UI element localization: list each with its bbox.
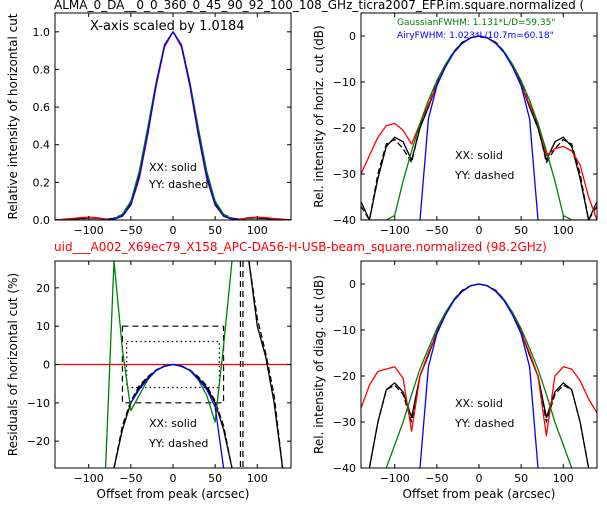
series-line-2 [361, 283, 597, 437]
series-line-0 [55, 31, 291, 220]
legend: GaussianFWHM: 1.131*L/D=59.35" AiryFWHM: … [397, 18, 555, 41]
x-tick-label: 50 [514, 472, 528, 485]
plot-area [361, 283, 597, 468]
series-line-3 [385, 283, 573, 468]
series-line-1 [55, 31, 291, 220]
x-tick-label: 100 [247, 472, 268, 485]
annotation: XX: solid [455, 149, 503, 162]
series-line-4 [419, 35, 539, 220]
y-tick-label: 0 [43, 359, 50, 372]
y-tick-label: 0 [349, 278, 356, 291]
series-line-1 [361, 35, 597, 220]
y-tick-label: −30 [333, 168, 356, 181]
x-tick-label: 0 [170, 224, 177, 237]
top-title: ALMA_0_DA__0_0_360_0_45_90_92_100_108_GH… [54, 0, 584, 12]
x-tick-label: −100 [74, 472, 104, 485]
y-tick-label: 0.8 [33, 63, 51, 76]
y-tick-label: −40 [333, 214, 356, 227]
y-tick-label: 10 [36, 320, 50, 333]
y-tick-label: 0 [349, 30, 356, 43]
x-tick-label: 0 [170, 472, 177, 485]
x-tick-label: 100 [553, 224, 574, 237]
x-tick-label: 100 [247, 224, 268, 237]
plot-area [55, 31, 291, 220]
x-tick-label: −50 [425, 472, 448, 485]
x-tick-label: 50 [208, 472, 222, 485]
x-tick-label: −100 [380, 472, 410, 485]
x-tick-label: 50 [514, 224, 528, 237]
series-line-2 [361, 35, 597, 220]
plot-area [361, 35, 597, 220]
annotation: YY: dashed [148, 178, 208, 191]
series-line-2 [55, 31, 291, 220]
x-tick-label: −50 [119, 472, 142, 485]
annotation: YY: dashed [454, 417, 514, 430]
x-axis-label: Offset from peak (arcsec) [97, 487, 250, 501]
series-line-0 [361, 35, 597, 220]
x-axis-label: Offset from peak (arcsec) [403, 487, 556, 501]
x-tick-label: −50 [119, 224, 142, 237]
y-tick-label: −40 [333, 462, 356, 475]
series-line-3 [361, 35, 597, 220]
y-tick-label: 0.0 [33, 214, 51, 227]
y-tick-label: −20 [333, 370, 356, 383]
x-tick-label: 0 [476, 472, 483, 485]
y-tick-label: −20 [333, 122, 356, 135]
series-line-4 [130, 363, 225, 468]
y-tick-label: −10 [333, 76, 356, 89]
y-tick-label: 20 [36, 282, 50, 295]
y-axis-label: Rel. intensity of horiz. cut (dB) [312, 25, 326, 207]
series-line-4 [419, 283, 539, 468]
y-tick-label: 1.0 [33, 26, 51, 39]
x-tick-label: 100 [553, 472, 574, 485]
y-axis-label: Relative intensity of horizontal cut [6, 13, 20, 219]
x-tick-label: 0 [476, 224, 483, 237]
annotation: XX: solid [149, 161, 197, 174]
residual-box-dashed [121, 325, 225, 404]
axes-frame [360, 260, 598, 469]
y-tick-label: −30 [333, 416, 356, 429]
x-tick-label: −100 [380, 224, 410, 237]
y-tick-label: −10 [333, 324, 356, 337]
x-tick-label: 50 [208, 224, 222, 237]
y-tick-label: −20 [27, 435, 50, 448]
y-tick-label: 0.2 [33, 176, 51, 189]
x-tick-label: −50 [425, 224, 448, 237]
mid-title: uid___A002_X69ec79_X158_APC-DA56-H-USB-b… [54, 240, 547, 254]
chart-top-left: −100 −50 0 50 100 0.0 0.2 0.4 0.6 0.8 1.0 Relative … [6, 12, 292, 237]
residual-box-dotted [126, 340, 220, 389]
y-axis-label: Rel. intensity of diag. cut (dB) [312, 275, 326, 454]
plot-area [55, 261, 291, 468]
annotation: X-axis scaled by 1.0184 [90, 19, 245, 34]
annotation: YY: dashed [454, 169, 514, 182]
series-line-4 [55, 31, 291, 220]
y-tick-label: 0.4 [33, 139, 51, 152]
legend-entry: GaussianFWHM: 1.131*L/D=59.35" [397, 18, 555, 28]
y-tick-label: 0.6 [33, 101, 51, 114]
y-axis-label: Residuals of horizontal cut (%) [6, 273, 20, 456]
annotation: XX: solid [455, 397, 503, 410]
y-tick-label: −10 [27, 397, 50, 410]
annotation: YY: dashed [148, 437, 208, 450]
axes-frame [360, 12, 598, 221]
annotation: XX: solid [149, 417, 197, 430]
x-tick-label: −100 [74, 224, 104, 237]
series-line-3 [55, 31, 291, 220]
legend-entry: AiryFWHM: 1.023*L/10.7m=60.18" [397, 31, 554, 41]
